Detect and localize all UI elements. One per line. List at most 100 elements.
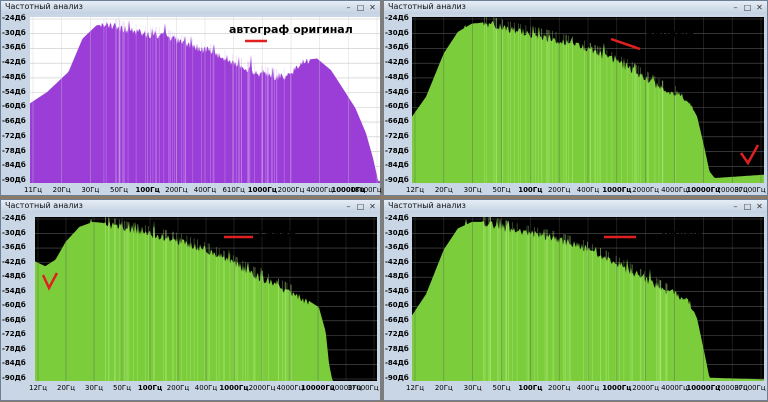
- x-tick-label: 20Гц: [434, 186, 453, 194]
- close-icon[interactable]: ✕: [756, 202, 763, 211]
- x-tick-label: 1000Гц: [602, 384, 632, 392]
- annotation-marks: [604, 235, 636, 239]
- x-tick-label: 4000Гц: [276, 384, 304, 392]
- x-tick-label: 610Гц: [222, 186, 245, 194]
- maximize-icon[interactable]: □: [356, 3, 365, 12]
- red-check-mark: [41, 272, 59, 291]
- x-tick-label: 2000Гц: [277, 186, 305, 194]
- x-tick-label: 100Гц: [135, 186, 160, 194]
- window-titlebar[interactable]: Частотный анализ – □ ✕: [1, 1, 380, 14]
- y-tick-label: -24Дб: [2, 14, 26, 22]
- close-icon[interactable]: ✕: [756, 3, 763, 12]
- spectrum-graph: [412, 217, 764, 381]
- x-tick-label: 400Гц: [194, 384, 218, 392]
- close-icon[interactable]: ✕: [369, 202, 376, 211]
- y-tick-label: -48Дб: [385, 272, 409, 281]
- maximize-icon[interactable]: □: [743, 3, 752, 12]
- window-titlebar[interactable]: Частотный анализ – □ ✕: [384, 200, 767, 213]
- y-tick-label: -30Дб: [2, 28, 26, 37]
- x-tick-label: 10000Гц: [331, 186, 366, 194]
- x-tick-label: 10000Гц: [686, 186, 721, 194]
- x-tick-label: 37000Гц: [734, 384, 766, 392]
- x-tick-label: 10000Гц: [686, 384, 721, 392]
- red-underline: [610, 37, 641, 51]
- y-tick-label: -78Дб: [385, 344, 409, 353]
- minimize-icon[interactable]: –: [346, 3, 351, 12]
- x-tick-label: 100Гц: [518, 186, 543, 194]
- x-tick-label: 50Гц: [492, 384, 511, 392]
- maximize-icon[interactable]: □: [356, 202, 365, 211]
- y-tick-label: -30Дб: [385, 28, 409, 37]
- x-tick-label: 30Гц: [463, 186, 482, 194]
- spectrum-window-white: Частотный анализ – □ ✕ -24Дб -30Дб -36Дб -4…: [383, 199, 768, 401]
- x-tick-label: 50Гц: [110, 186, 128, 194]
- maximize-icon[interactable]: □: [743, 202, 752, 211]
- y-tick-label: -48Дб: [2, 72, 26, 81]
- window-titlebar[interactable]: Частотный анализ – □ ✕: [1, 200, 380, 213]
- spectrum-plot: [30, 17, 380, 183]
- y-tick-label: -84Дб: [2, 359, 26, 368]
- annotation-marks: [41, 235, 253, 291]
- x-tick-label: 37000Гц: [734, 186, 766, 194]
- x-tick-label: 4000Гц: [661, 186, 688, 194]
- y-tick-label: -42Дб: [385, 257, 409, 266]
- annotation-label: синий: [259, 227, 297, 240]
- y-tick-label: -48Дб: [385, 72, 409, 81]
- y-tick-label: -78Дб: [2, 146, 26, 155]
- x-tick-label: 10000Гц: [300, 384, 336, 392]
- x-tick-label: 20Гц: [52, 186, 71, 194]
- y-tick-label: -54Дб: [2, 286, 26, 295]
- y-tick-label: -90Дб: [385, 374, 409, 382]
- x-tick-label: 400Гц: [193, 186, 217, 194]
- minimize-icon[interactable]: –: [733, 202, 738, 211]
- x-tick-label: 20000Гц: [716, 384, 748, 392]
- x-tick-label: 12Гц: [406, 186, 424, 194]
- close-icon[interactable]: ✕: [369, 3, 376, 12]
- y-tick-label: -42Дб: [2, 58, 26, 67]
- y-tick-label: -60Дб: [2, 102, 26, 111]
- x-tick-label: 1000Гц: [602, 186, 632, 194]
- window-title: Частотный анализ: [5, 2, 83, 11]
- y-tick-label: -84Дб: [385, 161, 409, 170]
- y-tick-label: -66Дб: [385, 315, 409, 324]
- spectrum-window-black: Частотный анализ – □ ✕ -24Дб -30Дб -36Дб -4…: [383, 0, 768, 196]
- y-tick-label: -78Дб: [2, 344, 26, 353]
- y-tick-label: -66Дб: [2, 117, 26, 126]
- x-tick-label: 200Гц: [166, 384, 190, 392]
- x-tick-label: 1000Гц: [247, 186, 277, 194]
- window-titlebar[interactable]: Частотный анализ – □ ✕: [384, 1, 767, 14]
- y-tick-label: -60Дб: [385, 301, 409, 310]
- y-tick-label: -24Дб: [385, 214, 409, 222]
- spectrum-graph: [412, 17, 764, 183]
- annotation-marks: [245, 39, 267, 43]
- x-tick-label: 100Гц: [518, 384, 543, 392]
- x-tick-label: 20Гц: [57, 384, 75, 392]
- spectrum-plot: [35, 217, 377, 381]
- x-tick-label: 11Гц: [24, 186, 42, 194]
- y-tick-label: -84Дб: [2, 161, 26, 170]
- y-tick-label: -54Дб: [2, 87, 26, 96]
- y-tick-label: -42Дб: [385, 58, 409, 67]
- x-tick-label: 2000Гц: [248, 384, 276, 392]
- y-tick-label: -48Дб: [2, 272, 26, 281]
- minimize-icon[interactable]: –: [733, 3, 738, 12]
- x-tick-label: 400Гц: [576, 384, 600, 392]
- x-tick-label: 4000Гц: [661, 384, 688, 392]
- y-tick-label: -36Дб: [385, 243, 409, 252]
- y-tick-label: -72Дб: [385, 330, 409, 339]
- y-tick-label: -90Дб: [385, 176, 409, 184]
- y-tick-label: -42Дб: [2, 257, 26, 266]
- x-tick-label: 12Гц: [406, 384, 424, 392]
- y-tick-label: -78Дб: [385, 146, 409, 155]
- annotation-marks: [610, 37, 760, 166]
- x-tick-label: 4000Гц: [306, 186, 334, 194]
- y-tick-label: -90Дб: [2, 374, 26, 382]
- x-tick-label: 200Гц: [547, 186, 571, 194]
- minimize-icon[interactable]: –: [346, 202, 351, 211]
- y-tick-label: -30Дб: [385, 228, 409, 237]
- window-title: Частотный анализ: [388, 201, 466, 210]
- y-tick-label: -72Дб: [2, 330, 26, 339]
- spectrum-graph: [35, 217, 377, 381]
- spectrum-window-blue: Частотный анализ – □ ✕ -24Дб -30Дб -36Дб -4…: [0, 199, 381, 401]
- y-tick-label: -66Дб: [2, 315, 26, 324]
